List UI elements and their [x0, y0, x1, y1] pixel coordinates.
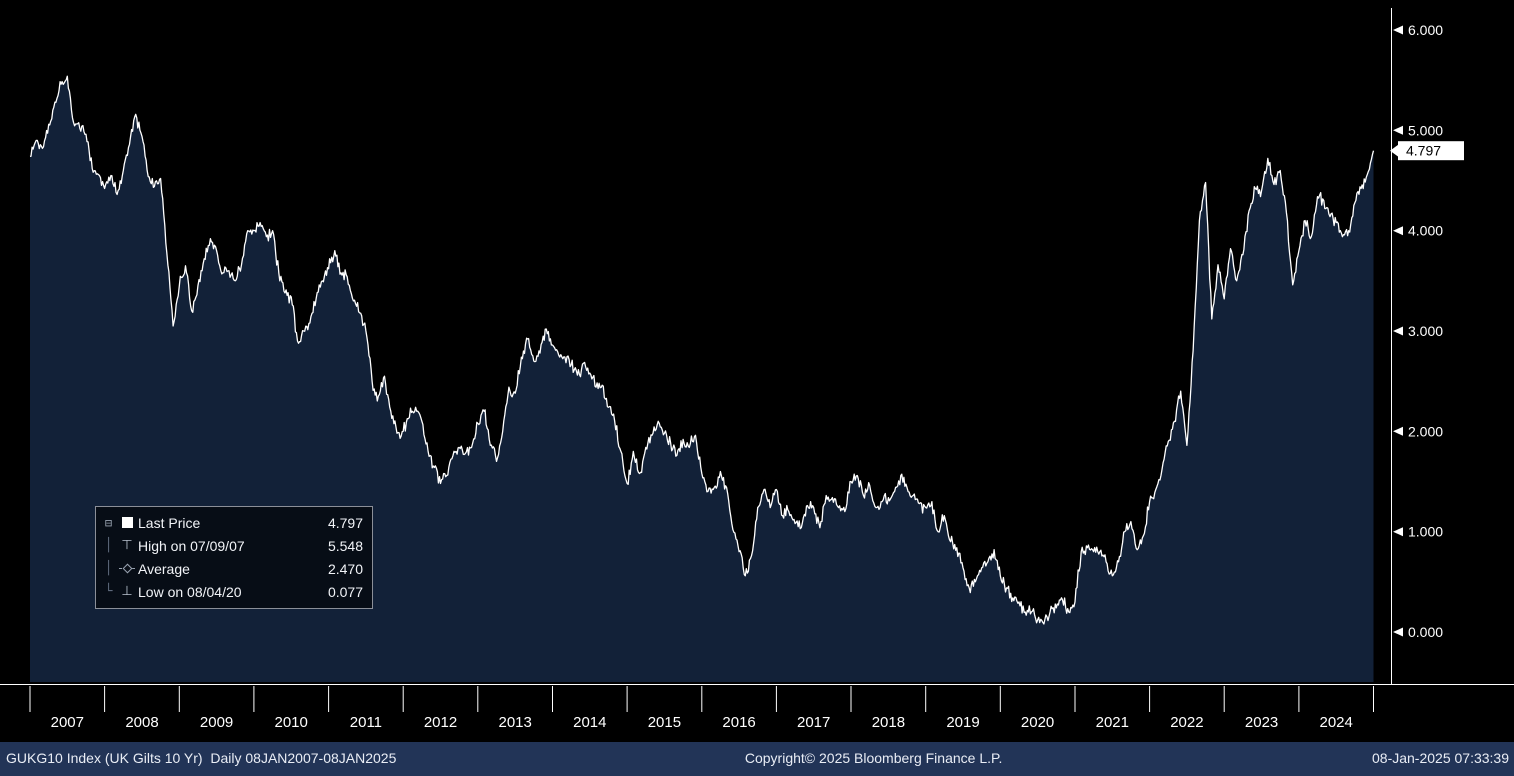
x-axis: 2007 2008 2009 2010 2011 2012 2013 2014 2015 2016…	[29, 686, 1374, 731]
y-tick-label: 0.000	[1408, 624, 1443, 640]
high-marker-icon: ⊤	[121, 538, 133, 553]
x-tick-label: 2008	[125, 714, 158, 731]
price-chart[interactable]: 2007 2008 2009 2010 2011 2012 2013 2014 2015 2016…	[0, 0, 1514, 742]
legend-tree-line: │	[104, 561, 113, 576]
y-tick-arrow-icon	[1393, 125, 1403, 135]
legend-value: 2.470	[327, 560, 363, 577]
x-tick-label: 2011	[350, 714, 382, 731]
x-tick-label: 2020	[1021, 714, 1054, 731]
y-tick-label: 2.000	[1408, 423, 1443, 439]
x-tick-label: 2014	[573, 714, 606, 731]
x-tick-label: 2015	[648, 714, 681, 731]
timestamp: 08-Jan-2025 07:33:39	[1372, 750, 1509, 766]
legend-tree-line: │	[104, 538, 113, 553]
legend-row-high: │ ⊤ High on 07/09/07 5.548	[101, 534, 363, 557]
legend-label: Average	[138, 560, 190, 577]
low-marker-icon: ⊥	[121, 584, 133, 599]
legend-label: High on 07/09/07	[138, 537, 245, 554]
axis-lines	[0, 8, 1514, 685]
legend-tree-corner: └	[104, 584, 113, 599]
y-tick-arrow-icon	[1393, 627, 1403, 637]
legend-value: 0.077	[327, 583, 363, 600]
x-tick-label: 2013	[499, 714, 532, 731]
y-tick-label: 3.000	[1408, 323, 1443, 339]
last-price-value: 4.797	[1406, 143, 1441, 159]
last-price-swatch-icon	[116, 515, 138, 530]
y-tick-arrow-icon	[1393, 25, 1403, 35]
x-tick-label: 2021	[1096, 714, 1129, 731]
x-tick-label: 2009	[200, 714, 233, 731]
y-tick-arrow-icon	[1393, 426, 1403, 436]
status-bar: GUKG10 Index (UK Gilts 10 Yr) Daily 08JA…	[0, 742, 1514, 776]
x-tick-label: 2024	[1320, 714, 1353, 731]
security-description: GUKG10 Index (UK Gilts 10 Yr) Daily 08JA…	[6, 750, 397, 766]
x-tick-label: 2012	[424, 714, 457, 731]
x-tick-label: 2019	[946, 714, 979, 731]
copyright-text: Copyright© 2025 Bloomberg Finance L.P.	[744, 750, 1003, 766]
legend-collapse-icon[interactable]: ⊟	[104, 515, 113, 530]
legend-row-last-price: ⊟ Last Price 4.797	[101, 511, 363, 534]
y-tick-arrow-icon	[1393, 527, 1403, 537]
legend-label: Low on 08/04/20	[138, 583, 242, 600]
x-tick-label: 2016	[722, 714, 755, 731]
price-line	[29, 75, 1375, 625]
x-tick-label: 2018	[872, 714, 905, 731]
legend-label: Last Price	[138, 514, 201, 531]
y-tick-label: 1.000	[1408, 524, 1443, 540]
chart-legend[interactable]: ⊟ Last Price 4.797 │ ⊤ High on 07/09/07 …	[95, 506, 373, 609]
x-tick-label: 2017	[797, 714, 830, 731]
y-tick-arrow-icon	[1393, 226, 1403, 236]
x-tick-label: 2022	[1170, 714, 1203, 731]
x-tick-label: 2007	[51, 714, 84, 731]
y-tick-arrow-icon	[1393, 326, 1403, 336]
legend-value: 4.797	[327, 514, 363, 531]
x-tick-label: 2023	[1245, 714, 1278, 731]
y-tick-label: 4.000	[1408, 223, 1443, 239]
legend-row-average: │ Average 2.470	[101, 557, 363, 580]
y-tick-label: 5.000	[1408, 122, 1443, 138]
x-tick-label: 2010	[275, 714, 308, 731]
y-axis: 0.000 1.000 2.000 3.000 4.000 5.000 6.000	[1393, 22, 1443, 640]
y-tick-label: 6.000	[1408, 22, 1443, 38]
legend-value: 5.548	[327, 537, 363, 554]
last-price-axis-tag: 4.797	[1390, 141, 1464, 161]
average-marker-icon	[116, 561, 138, 576]
legend-row-low: └ ⊥ Low on 08/04/20 0.077	[101, 580, 363, 603]
